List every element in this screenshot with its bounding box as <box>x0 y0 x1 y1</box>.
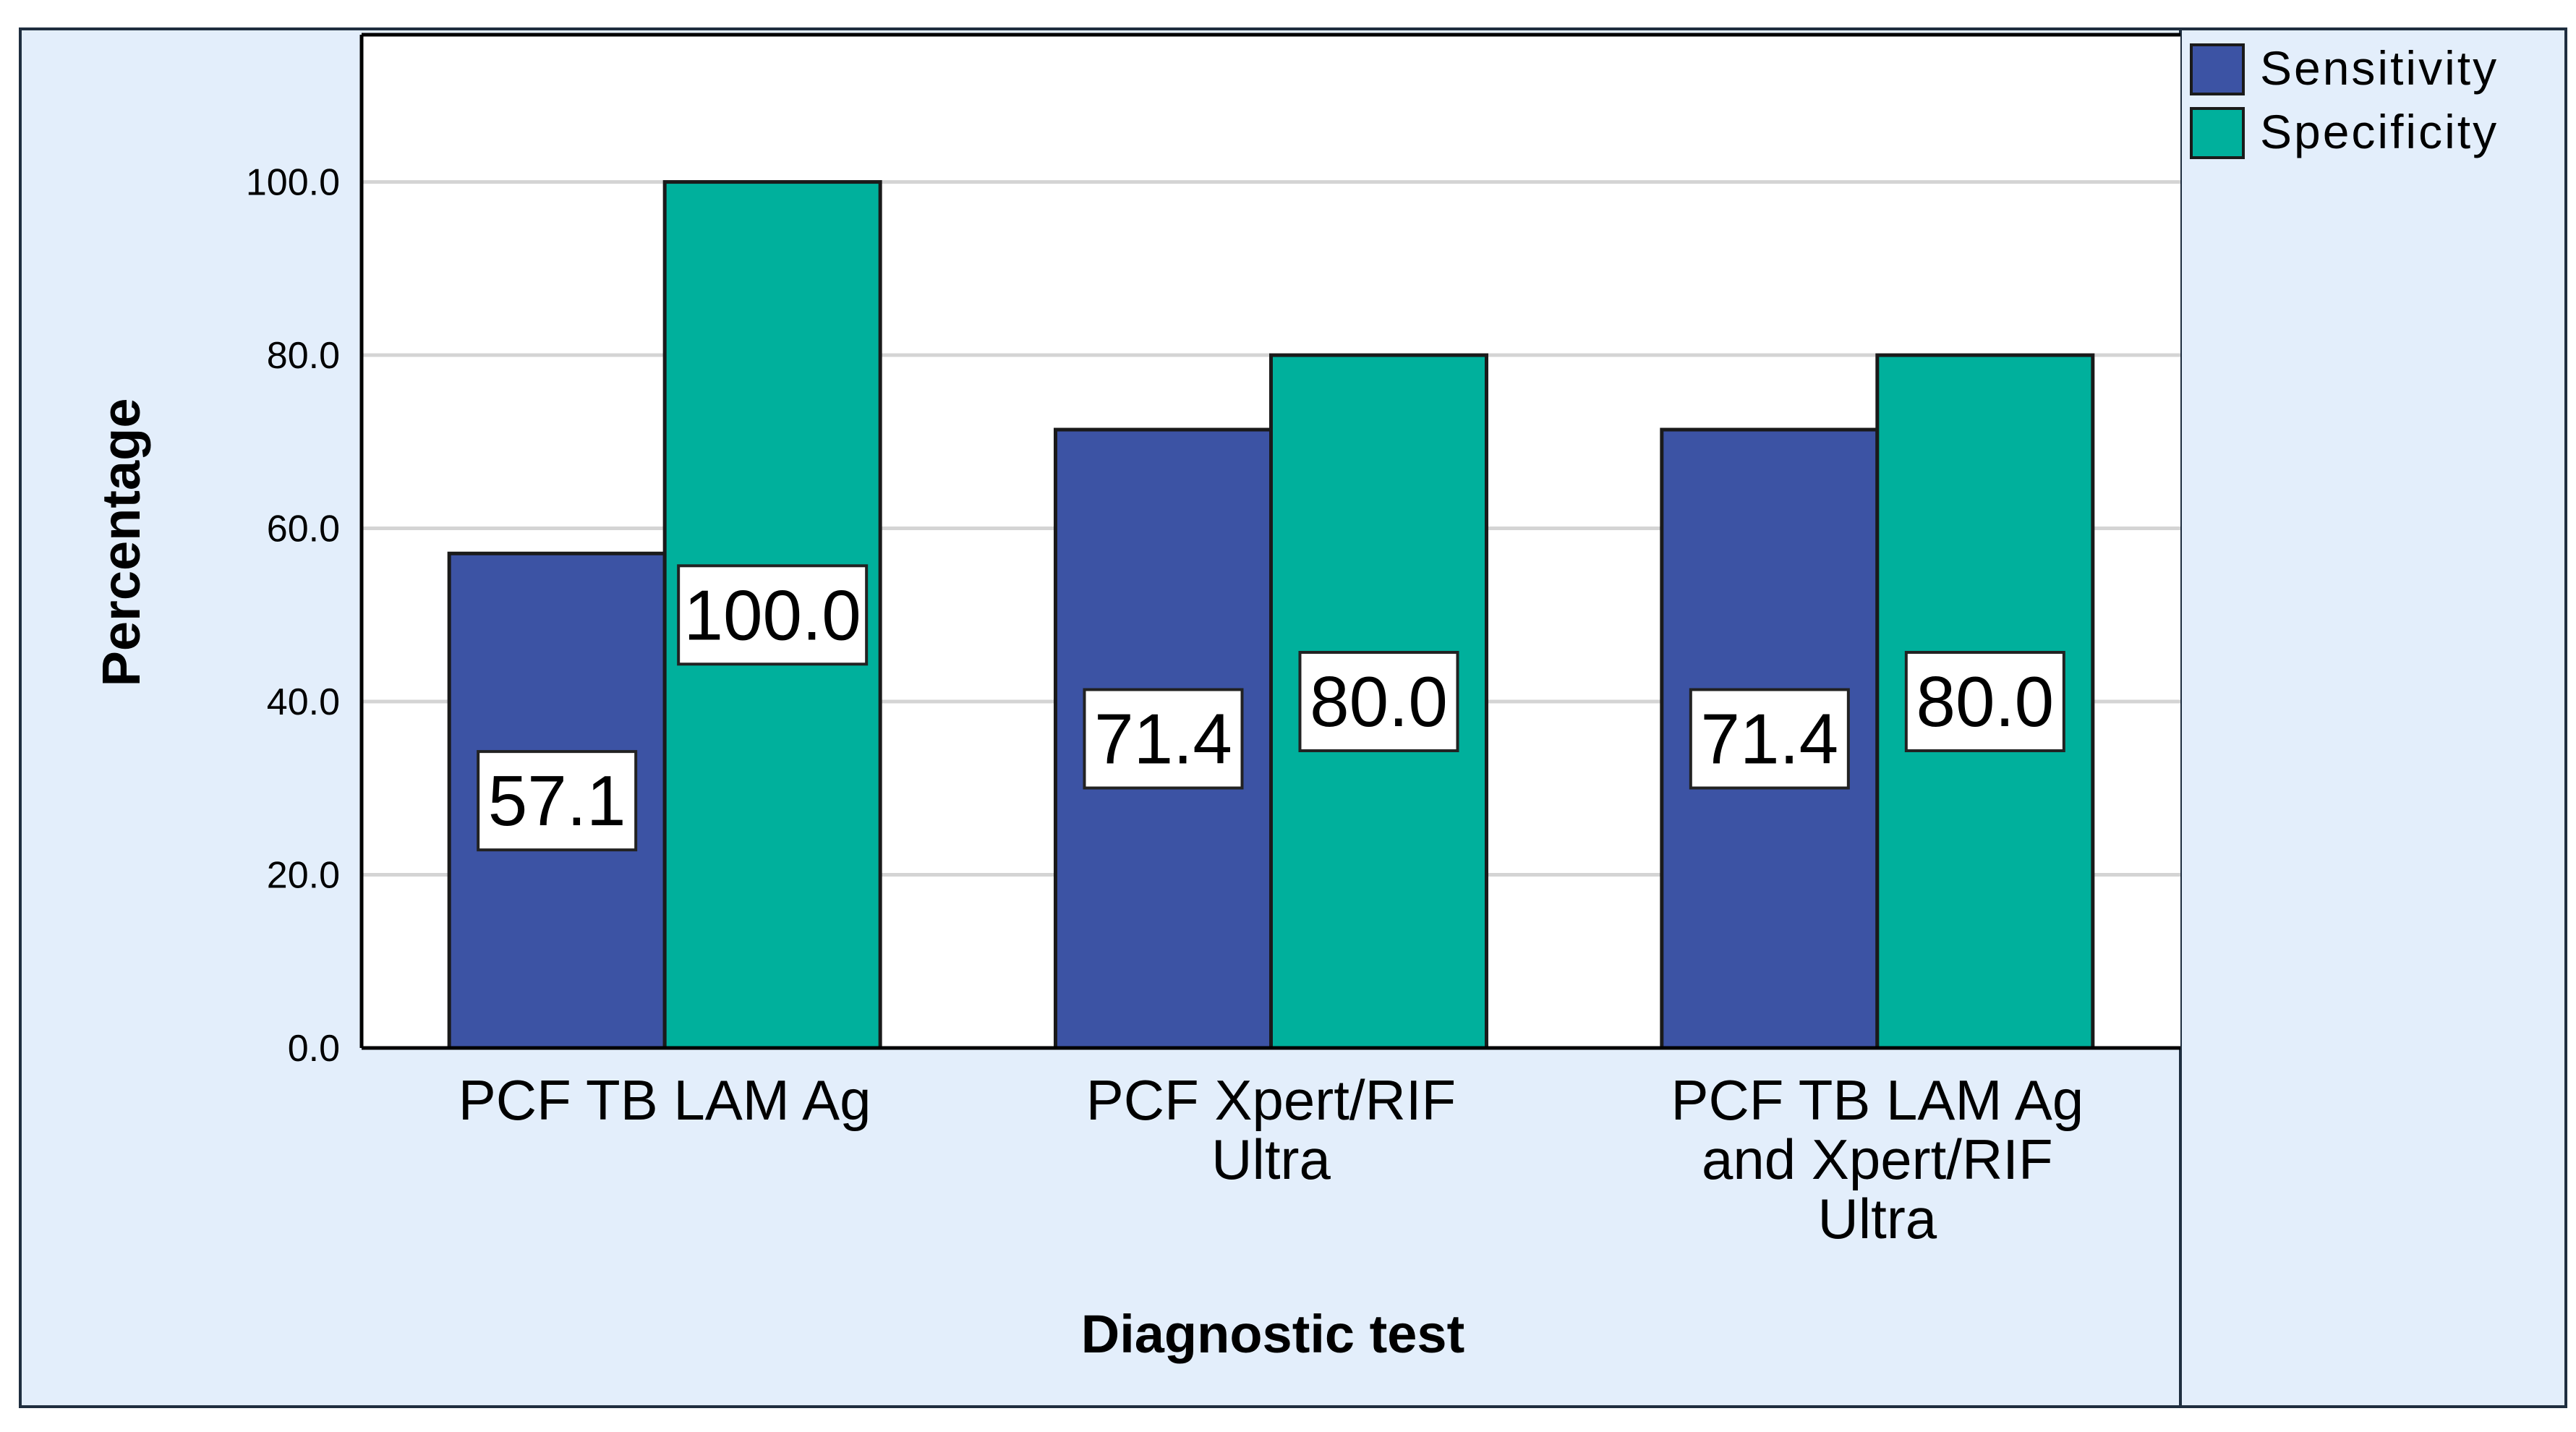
y-tick-label: 0.0 <box>288 1028 340 1070</box>
data-label-text: 80.0 <box>1310 662 1448 741</box>
data-label-box <box>1689 688 1850 790</box>
data-label-sensitivity-2: 71.4 <box>1083 688 1244 790</box>
y-tick-label: 20.0 <box>267 855 340 897</box>
data-label-specificity-2: 80.0 <box>1298 651 1459 753</box>
y-tick-label: 60.0 <box>267 508 340 550</box>
x-axis-title: Diagnostic test <box>1081 1304 1464 1364</box>
data-label-text: 57.1 <box>488 761 626 840</box>
data-label-box <box>677 564 869 666</box>
legend-swatch-sensitivity <box>2190 43 2245 95</box>
y-axis-ticks: 0.0 20.0 40.0 60.0 80.0 100.0 <box>246 162 340 1070</box>
data-label-box <box>1083 688 1244 790</box>
x-tick-label: PCF Xpert/RIF <box>1086 1068 1456 1132</box>
x-tick-label: Ultra <box>1211 1128 1331 1191</box>
legend: Sensitivity Specificity <box>2190 41 2499 159</box>
legend-swatch-specificity <box>2190 107 2245 159</box>
data-label-specificity-1: 100.0 <box>677 564 869 666</box>
data-label-specificity-3: 80.0 <box>1904 651 2065 753</box>
y-axis-title: Percentage <box>91 399 151 687</box>
data-label-sensitivity-1: 57.1 <box>477 750 638 852</box>
data-label-box <box>477 750 638 852</box>
legend-label-specificity: Specificity <box>2260 105 2499 158</box>
x-tick-label: PCF TB LAM Ag <box>1671 1068 2084 1132</box>
data-label-sensitivity-3: 71.4 <box>1689 688 1850 790</box>
data-label-box <box>1904 651 2065 753</box>
x-tick-label: Ultra <box>1817 1187 1937 1250</box>
y-tick-label: 80.0 <box>267 335 340 377</box>
data-label-text: 80.0 <box>1916 662 2054 741</box>
x-tick-label: and Xpert/RIF <box>1702 1128 2053 1191</box>
y-tick-label: 100.0 <box>246 162 340 204</box>
data-labels: 57.1 71.4 71.4 100.0 80.0 80.0 <box>477 564 2065 852</box>
legend-label-sensitivity: Sensitivity <box>2260 41 2499 95</box>
data-label-text: 71.4 <box>1094 699 1232 779</box>
data-label-box <box>1298 651 1459 753</box>
y-tick-label: 40.0 <box>267 681 340 723</box>
data-label-text: 100.0 <box>684 575 861 655</box>
data-label-text: 71.4 <box>1700 699 1838 779</box>
x-tick-label: PCF TB LAM Ag <box>459 1068 871 1132</box>
axes <box>359 33 2180 1050</box>
legend-panel-background <box>2179 27 2567 1408</box>
